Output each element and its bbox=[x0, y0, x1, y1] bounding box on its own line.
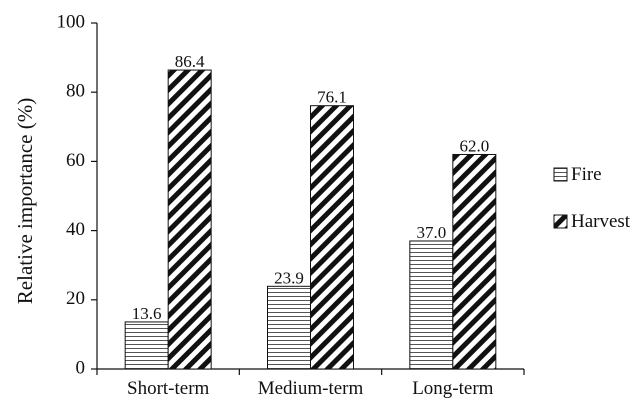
y-tick-label: 20 bbox=[66, 288, 85, 309]
plot-area: 0 20 40 60 80 100 Short-term Medium-term Long-te… bbox=[57, 11, 525, 399]
legend-swatch-harvest bbox=[553, 214, 568, 229]
bar-fire bbox=[267, 285, 311, 370]
x-tick-label: Medium-term bbox=[258, 378, 364, 399]
bar-harvest bbox=[167, 69, 212, 370]
data-label: 37.0 bbox=[416, 223, 446, 242]
y-tick-label: 0 bbox=[76, 357, 86, 378]
y-tick-label: 40 bbox=[66, 219, 85, 240]
legend-label-fire: Fire bbox=[571, 164, 602, 185]
legend: Fire Harvest bbox=[553, 164, 631, 232]
x-tick-label: Short-term bbox=[127, 378, 210, 399]
bar-harvest bbox=[310, 105, 354, 370]
bar-fire bbox=[124, 321, 169, 370]
bar-harvest bbox=[452, 153, 497, 370]
y-tick-label: 80 bbox=[66, 81, 85, 102]
data-label: 76.1 bbox=[317, 88, 347, 107]
y-tick-label: 100 bbox=[57, 11, 86, 32]
data-label: 86.4 bbox=[175, 52, 205, 71]
y-axis-label: Relative importance (%) bbox=[13, 98, 37, 304]
legend-label-harvest: Harvest bbox=[571, 211, 631, 232]
bar-fire bbox=[409, 240, 454, 370]
data-label: 13.6 bbox=[132, 304, 162, 323]
y-tick-label: 60 bbox=[66, 150, 85, 171]
data-label: 62.0 bbox=[459, 136, 489, 155]
legend-swatch-fire bbox=[553, 167, 568, 182]
x-tick-label: Long-term bbox=[412, 378, 493, 399]
data-label: 23.9 bbox=[274, 268, 304, 287]
